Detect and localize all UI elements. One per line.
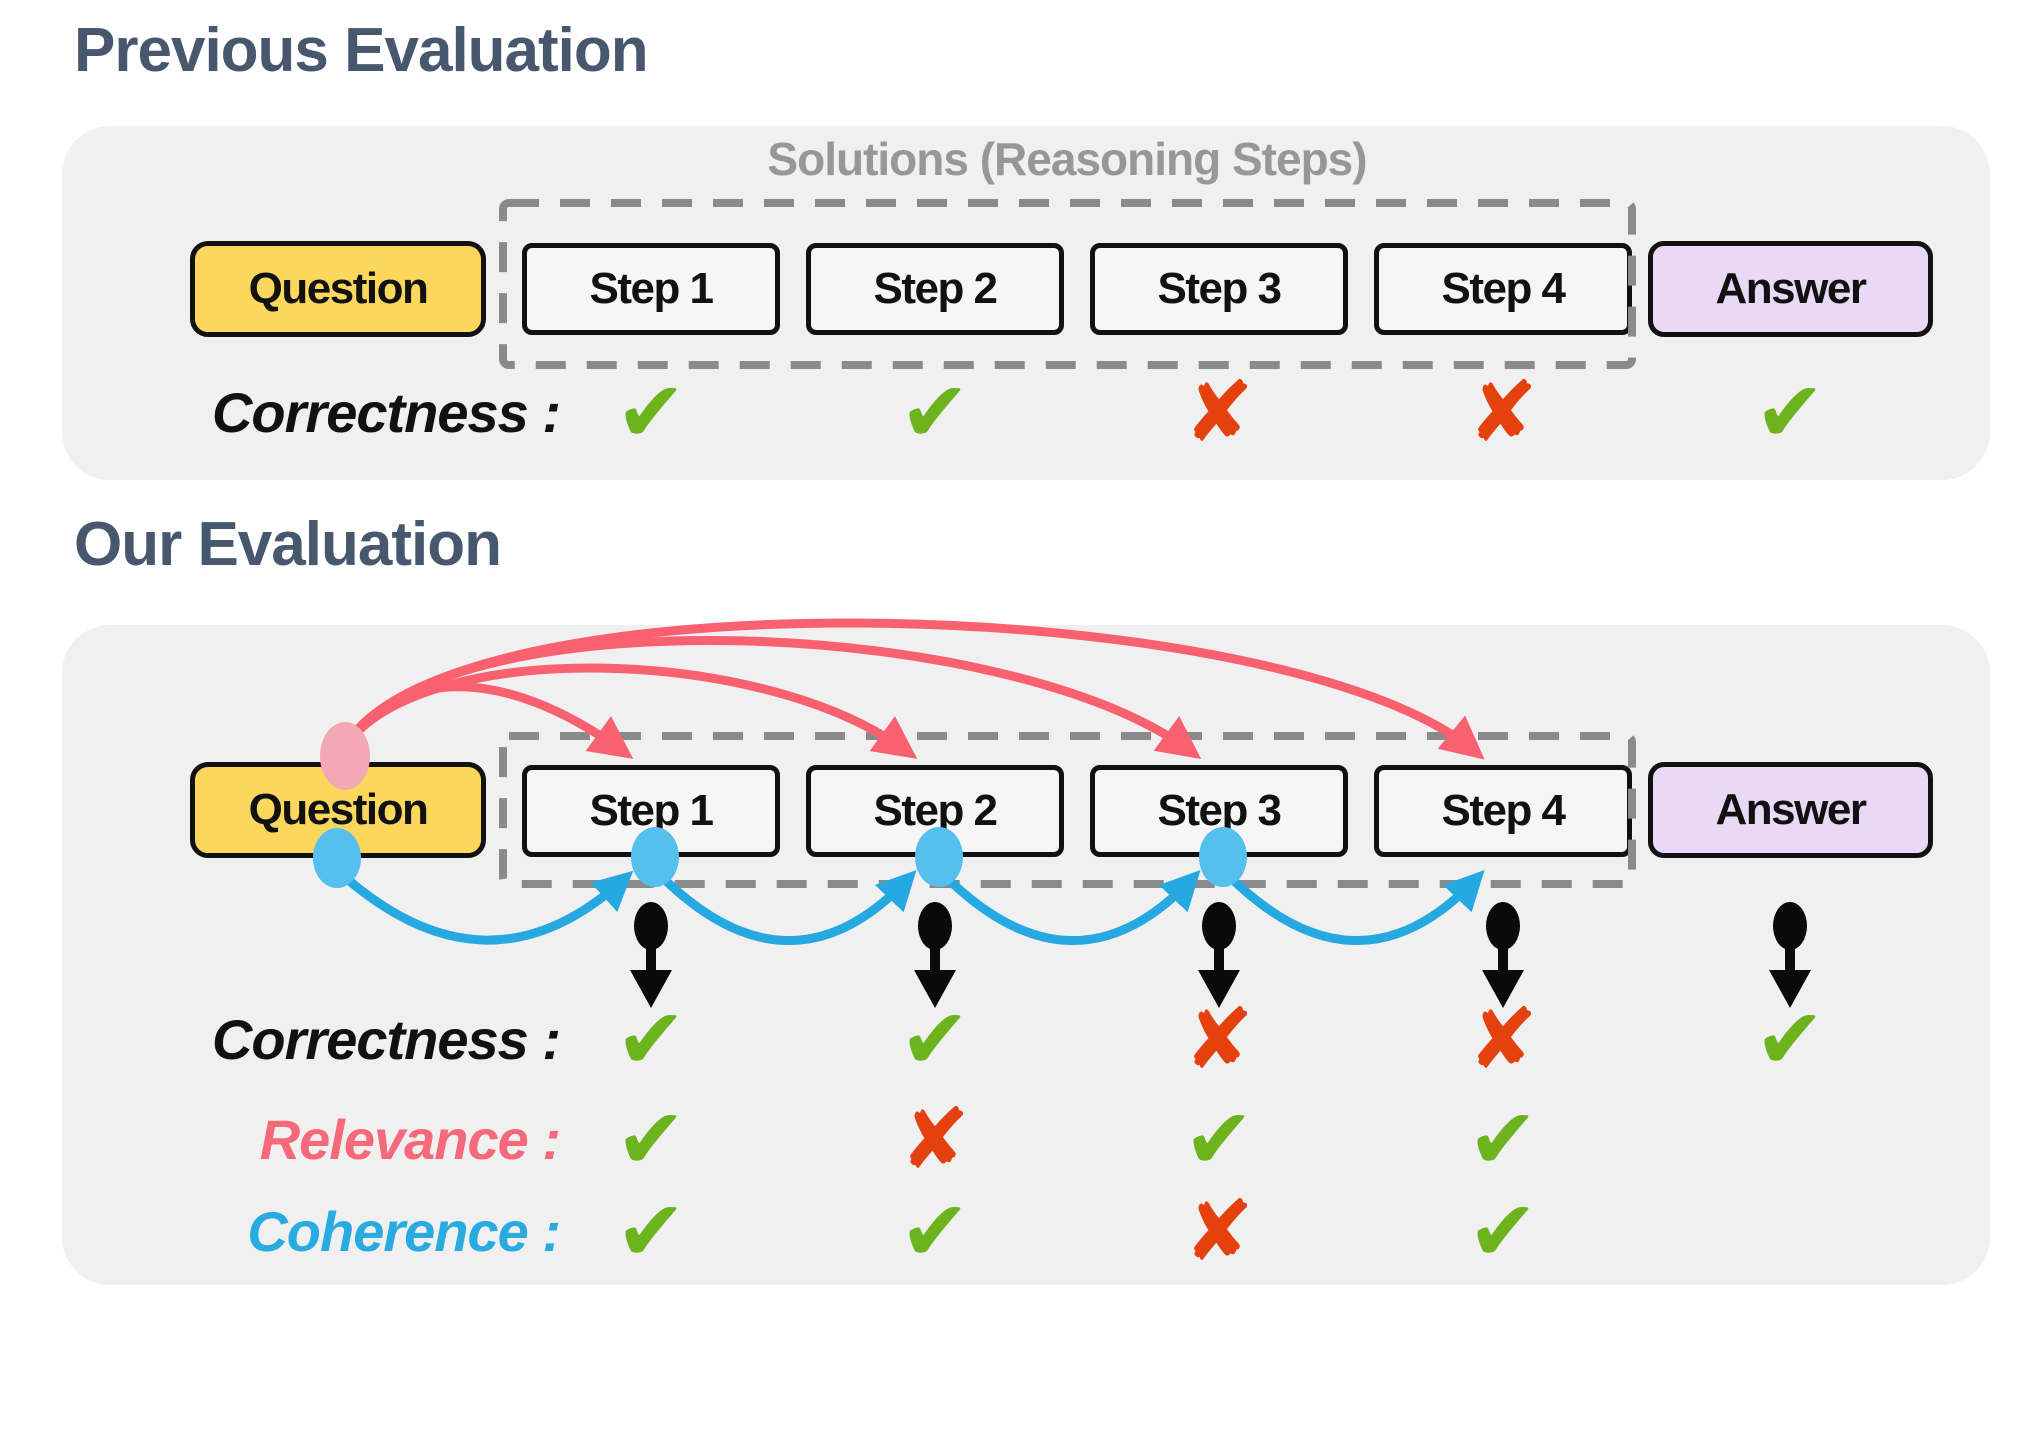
correctness-row-label-previous: Correctness : xyxy=(211,381,561,444)
our-evaluation-panel xyxy=(62,625,1990,1285)
step3-box-ours: Step 3 xyxy=(1090,765,1348,857)
correctness-row-label-ours: Correctness : xyxy=(211,1008,561,1071)
question-label: Question xyxy=(248,264,429,313)
correctness-mark-answer: ✔ xyxy=(1754,990,1826,1088)
solutions-reasoning-steps-label: Solutions (Reasoning Steps) xyxy=(767,133,1367,185)
step4-label: Step 4 xyxy=(1441,264,1566,313)
correctness-mark-step3: ✘ xyxy=(1183,990,1255,1088)
relevance-mark-step1: ✔ xyxy=(615,1090,687,1188)
step4-box-previous: Step 4 xyxy=(1374,243,1632,335)
step3-label: Step 3 xyxy=(1157,264,1282,313)
answer-label: Answer xyxy=(1715,264,1867,313)
step2-label: Step 2 xyxy=(873,264,998,313)
step4-label: Step 4 xyxy=(1441,786,1566,835)
question-label: Question xyxy=(248,785,429,834)
step3-label: Step 3 xyxy=(1157,786,1282,835)
coherence-mark-step2: ✔ xyxy=(899,1182,971,1280)
coherence-row-label: Coherence : xyxy=(247,1200,561,1263)
coherence-mark-step3: ✘ xyxy=(1183,1182,1255,1280)
relevance-mark-step4: ✔ xyxy=(1467,1090,1539,1188)
correctness-mark-answer-previous: ✔ xyxy=(1754,363,1826,461)
previous-evaluation-title: Previous Evaluation xyxy=(74,16,649,85)
step2-label: Step 2 xyxy=(873,786,998,835)
coherence-mark-step1: ✔ xyxy=(615,1182,687,1280)
relevance-mark-step3: ✔ xyxy=(1183,1090,1255,1188)
relevance-row-label: Relevance : xyxy=(259,1108,561,1171)
correctness-mark-step4: ✘ xyxy=(1467,990,1539,1088)
question-box-previous: Question xyxy=(190,241,486,337)
step1-box-previous: Step 1 xyxy=(522,243,780,335)
correctness-mark-step4-previous: ✘ xyxy=(1467,363,1539,461)
answer-box-ours: Answer xyxy=(1648,762,1933,858)
coherence-mark-step4: ✔ xyxy=(1467,1182,1539,1280)
answer-box-previous: Answer xyxy=(1648,241,1933,337)
step1-label: Step 1 xyxy=(589,264,714,313)
correctness-mark-step1-previous: ✔ xyxy=(615,363,687,461)
step2-box-ours: Step 2 xyxy=(806,765,1064,857)
correctness-mark-step2: ✔ xyxy=(899,990,971,1088)
correctness-mark-step1: ✔ xyxy=(615,990,687,1088)
relevance-mark-step2: ✘ xyxy=(899,1090,971,1188)
correctness-mark-step3-previous: ✘ xyxy=(1183,363,1255,461)
step1-box-ours: Step 1 xyxy=(522,765,780,857)
our-evaluation-title: Our Evaluation xyxy=(74,510,502,579)
step2-box-previous: Step 2 xyxy=(806,243,1064,335)
step3-box-previous: Step 3 xyxy=(1090,243,1348,335)
correctness-mark-step2-previous: ✔ xyxy=(899,363,971,461)
question-box-ours: Question xyxy=(190,762,486,858)
answer-label: Answer xyxy=(1715,785,1867,834)
step1-label: Step 1 xyxy=(589,786,714,835)
step4-box-ours: Step 4 xyxy=(1374,765,1632,857)
